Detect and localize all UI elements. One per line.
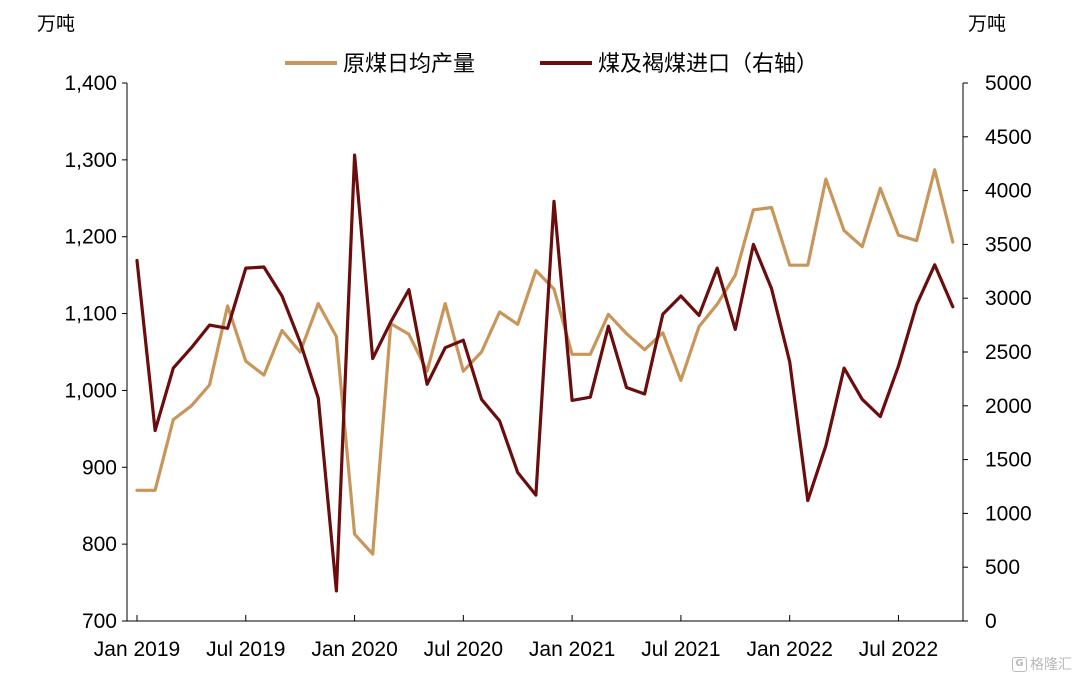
left-axis-ticks: 1,400 1,300 1,200 1,100 1,000 900 800 700 bbox=[64, 72, 127, 633]
x-axis-ticks: Jan 2019 Jul 2019 Jan 2020 Jul 2020 Jan 2021… bbox=[94, 615, 938, 661]
left-tick-label: 900 bbox=[82, 456, 117, 479]
right-tick-label: 0 bbox=[985, 610, 997, 633]
legend: 原煤日均产量 煤及褐煤进口（右轴） bbox=[285, 52, 818, 77]
watermark-logo-icon: G bbox=[1012, 656, 1027, 672]
left-tick-label: 1,300 bbox=[64, 149, 117, 172]
right-tick-label: 4500 bbox=[985, 126, 1032, 149]
left-tick-label: 800 bbox=[82, 533, 117, 556]
right-tick-label: 1000 bbox=[985, 502, 1032, 525]
x-tick-label: Jan 2022 bbox=[746, 638, 832, 661]
x-tick-label: Jul 2020 bbox=[424, 638, 503, 661]
x-tick-label: Jul 2021 bbox=[641, 638, 720, 661]
left-tick-label: 1,200 bbox=[64, 226, 117, 249]
watermark: G 格隆汇 bbox=[1012, 654, 1072, 674]
series-line-imports bbox=[135, 153, 955, 593]
right-tick-label: 2000 bbox=[985, 395, 1032, 418]
right-axis-unit: 万吨 bbox=[968, 13, 1006, 35]
x-tick-label: Jan 2020 bbox=[311, 638, 397, 661]
right-tick-label: 5000 bbox=[985, 72, 1032, 95]
right-tick-label: 3500 bbox=[985, 233, 1032, 256]
legend-label-imports: 煤及褐煤进口（右轴） bbox=[598, 52, 818, 77]
right-tick-label: 3000 bbox=[985, 287, 1032, 310]
x-tick-label: Jan 2021 bbox=[529, 638, 615, 661]
right-tick-label: 500 bbox=[985, 556, 1020, 579]
left-axis-unit: 万吨 bbox=[37, 13, 75, 35]
right-tick-label: 1500 bbox=[985, 449, 1032, 472]
right-tick-label: 2500 bbox=[985, 341, 1032, 364]
series-line-production bbox=[135, 168, 955, 556]
x-tick-label: Jul 2019 bbox=[206, 638, 285, 661]
left-tick-label: 1,000 bbox=[64, 379, 117, 402]
x-tick-label: Jan 2019 bbox=[94, 638, 180, 661]
left-tick-label: 1,400 bbox=[64, 72, 117, 95]
left-tick-label: 1,100 bbox=[64, 303, 117, 326]
watermark-text: 格隆汇 bbox=[1030, 657, 1072, 673]
legend-label-production: 原煤日均产量 bbox=[343, 52, 475, 77]
left-tick-label: 700 bbox=[82, 610, 117, 633]
right-tick-label: 4000 bbox=[985, 180, 1032, 203]
x-tick-label: Jul 2022 bbox=[859, 638, 938, 661]
series-lines bbox=[135, 153, 955, 593]
